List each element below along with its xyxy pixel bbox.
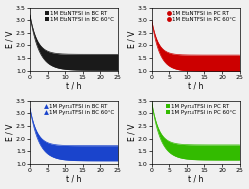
X-axis label: t / h: t / h <box>188 81 203 90</box>
Y-axis label: E / V: E / V <box>127 124 136 141</box>
Legend: 1M Et₄NTFSI in BC RT, 1M Et₄NTFSI in BC 60°C: 1M Et₄NTFSI in BC RT, 1M Et₄NTFSI in BC … <box>46 10 115 22</box>
Legend: 1M Pyr₁₄TFSI in PC RT, 1M Pyr₁₄TFSI in PC 60°C: 1M Pyr₁₄TFSI in PC RT, 1M Pyr₁₄TFSI in P… <box>166 103 237 115</box>
X-axis label: t / h: t / h <box>188 174 203 184</box>
Y-axis label: E / V: E / V <box>5 124 14 141</box>
Legend: 1M Et₄NTFSI in PC RT, 1M Et₄NTFSI in PC 60°C: 1M Et₄NTFSI in PC RT, 1M Et₄NTFSI in PC … <box>167 10 237 22</box>
Y-axis label: E / V: E / V <box>5 30 14 48</box>
X-axis label: t / h: t / h <box>66 174 82 184</box>
Legend: 1M Pyr₁₄TFSI in BC RT, 1M Pyr₁₄TFSI in BC 60°C: 1M Pyr₁₄TFSI in BC RT, 1M Pyr₁₄TFSI in B… <box>44 103 115 115</box>
X-axis label: t / h: t / h <box>66 81 82 90</box>
Y-axis label: E / V: E / V <box>127 30 136 48</box>
